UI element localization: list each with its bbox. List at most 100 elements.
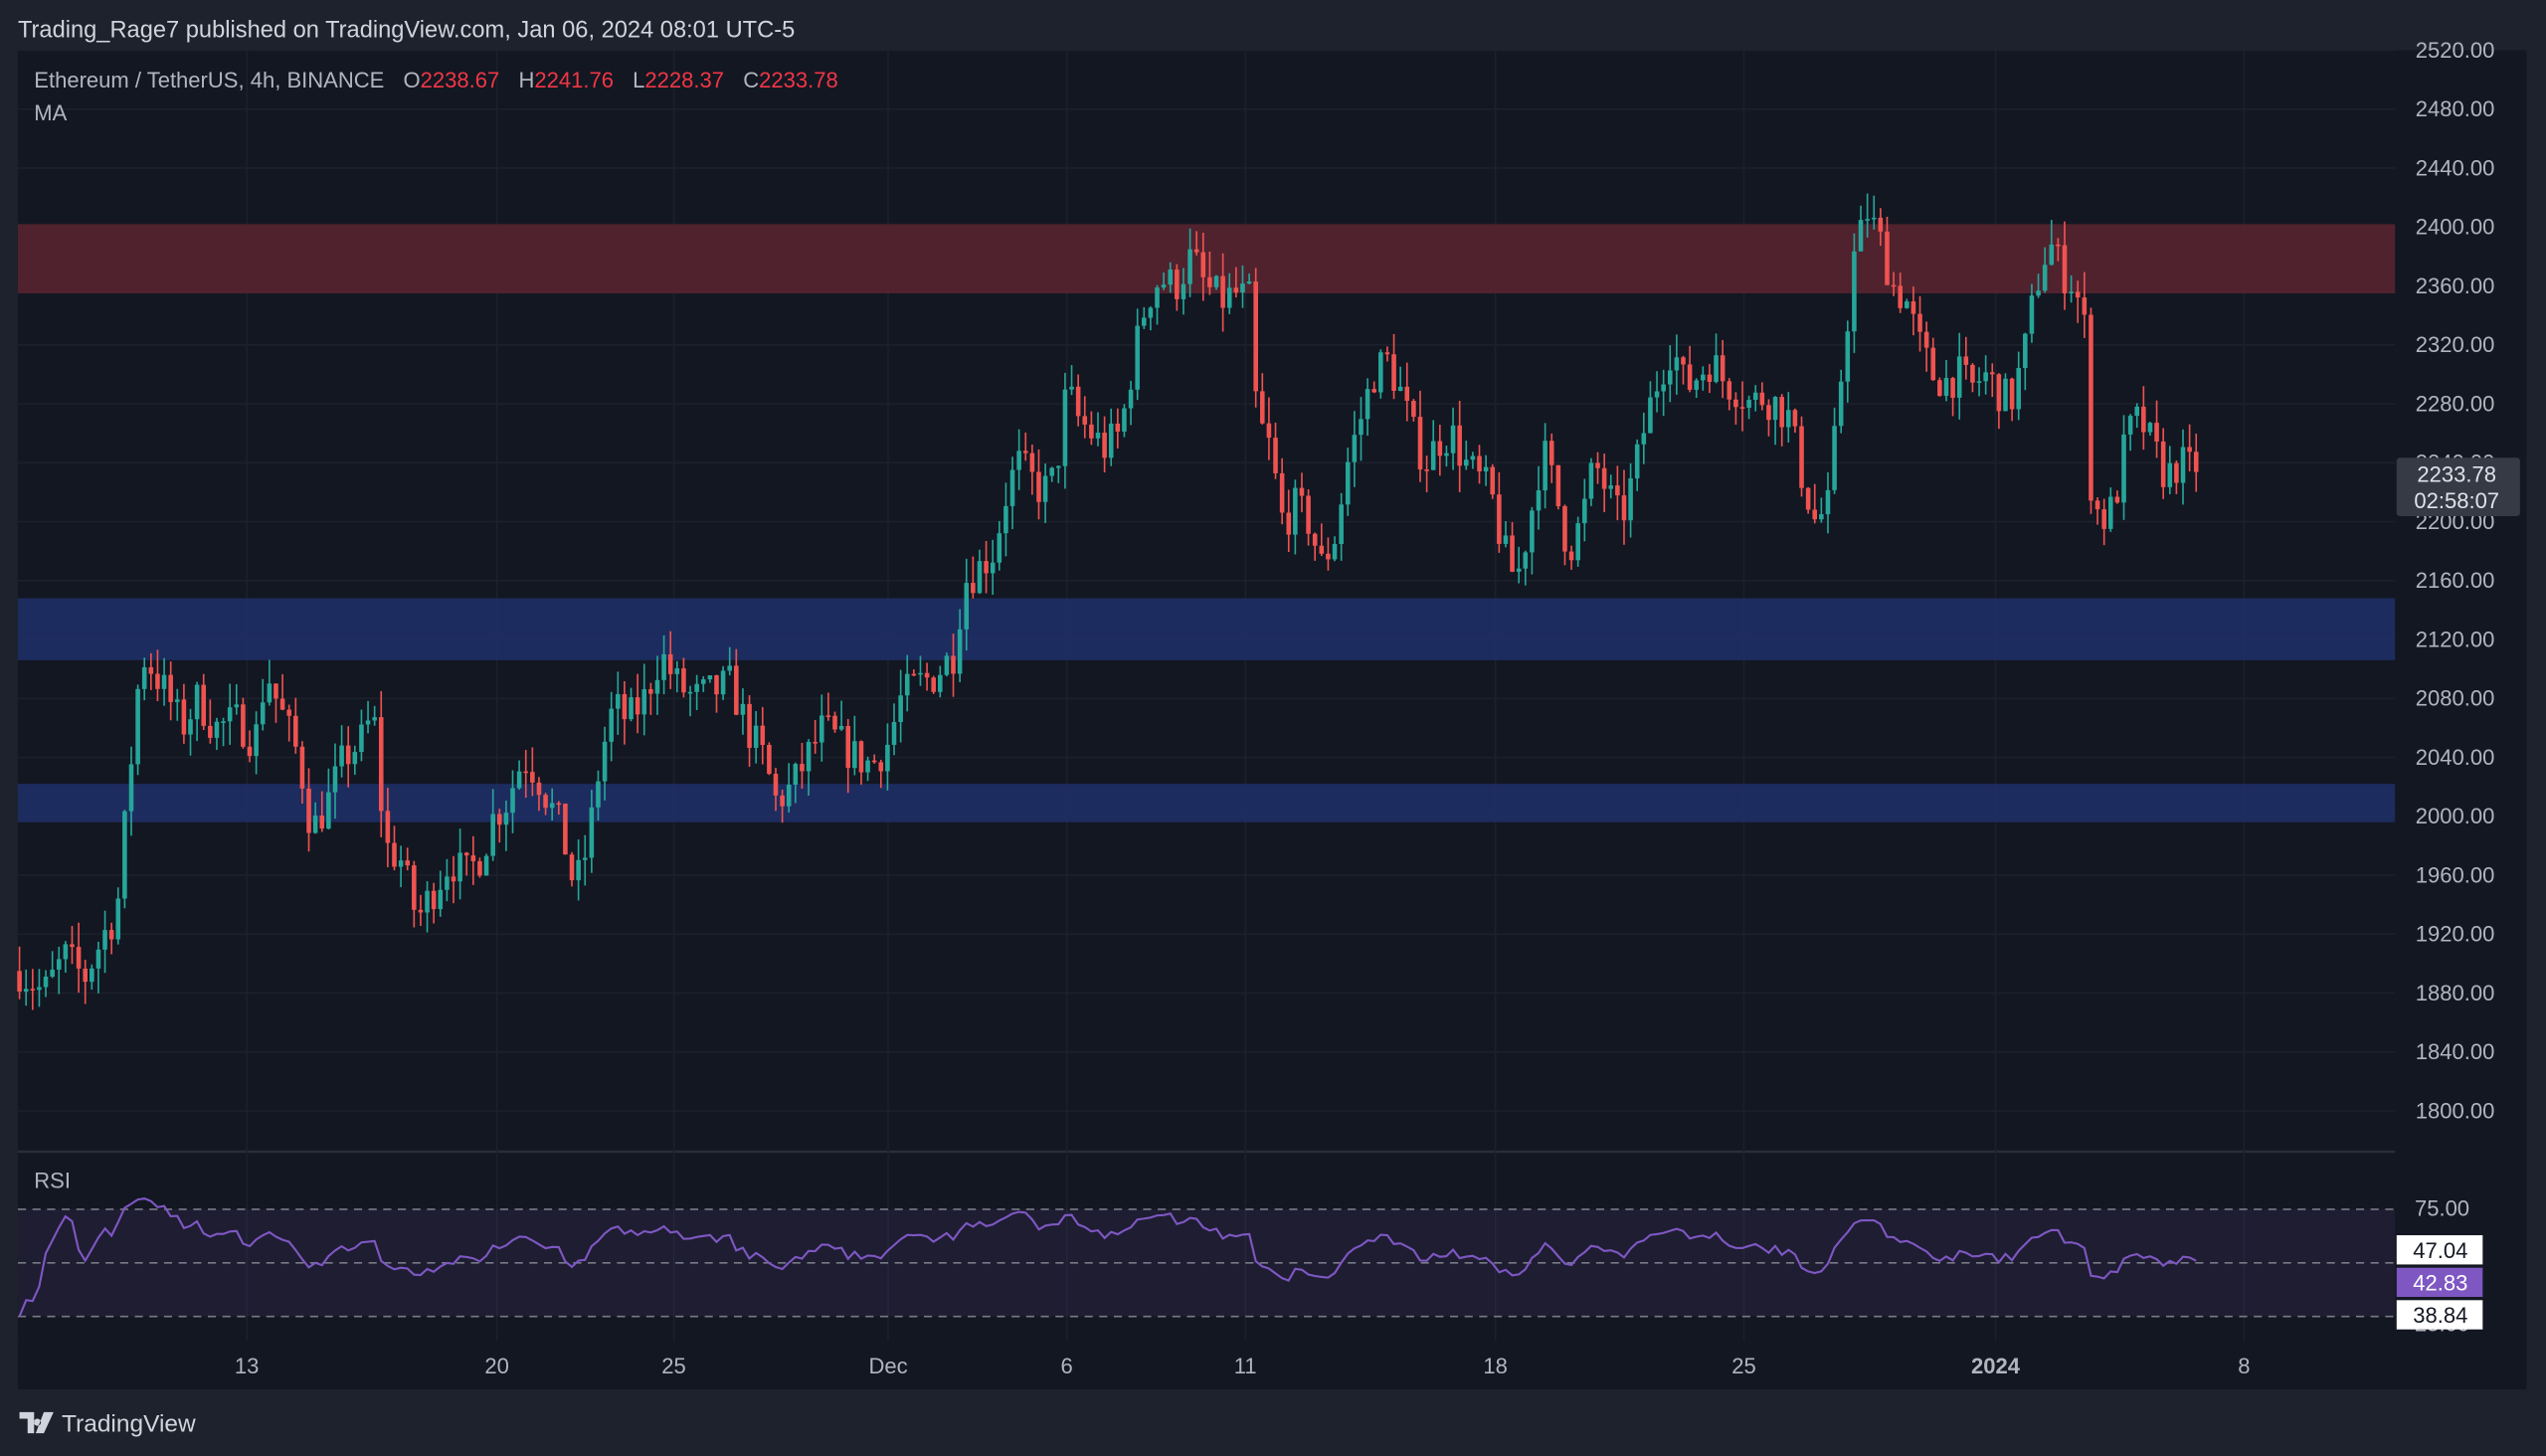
candle-body [1089, 424, 1094, 439]
candle-body [2075, 291, 2081, 298]
candle-body [326, 792, 331, 829]
candle-body [1042, 475, 1048, 502]
candle-body [1582, 498, 1587, 524]
candle-body [1168, 270, 1174, 285]
candle-body [115, 898, 121, 940]
candle-body [1786, 410, 1791, 428]
candle-body [234, 704, 240, 708]
candle-body [1654, 391, 1660, 398]
candle-body [674, 667, 680, 674]
price-tick-label: 1960.00 [2416, 862, 2495, 887]
rsi-pane[interactable] [17, 1152, 2396, 1342]
candle-body [1681, 357, 1686, 365]
price-axis[interactable] [2395, 50, 2527, 1342]
rsi-line [18, 1197, 2197, 1318]
candle-body [1069, 386, 1074, 390]
candle-body [76, 947, 82, 969]
candle-body [1095, 433, 1101, 439]
candle-body [1865, 219, 1870, 221]
candle-body [1352, 435, 1358, 462]
candle-body [108, 930, 114, 940]
candle-body [1739, 407, 1745, 409]
candle-body [602, 741, 608, 782]
candle-body [1759, 392, 1765, 406]
candle-body [1714, 355, 1719, 382]
price-tick-label: 2160.00 [2416, 568, 2495, 593]
candle-body [2042, 265, 2048, 291]
candle-body [141, 666, 147, 689]
candle-body [957, 629, 963, 674]
candle-body [1608, 485, 1614, 489]
candle-body [616, 693, 621, 709]
candle-body [885, 744, 890, 772]
candle-body [1845, 331, 1851, 382]
rsi-indicator: 75.0025.00 [17, 1195, 2469, 1336]
candle-body [1345, 461, 1351, 505]
support-zone [17, 784, 2396, 822]
candle-body [654, 679, 660, 694]
price-tick-label: 1840.00 [2416, 1039, 2495, 1064]
candle-body [1923, 331, 1929, 348]
time-tick-label: 2024 [1971, 1354, 2021, 1378]
candle-body [1720, 355, 1726, 382]
candle-body [1575, 523, 1580, 561]
candle-body [128, 764, 134, 812]
candle-body [924, 672, 930, 678]
candle-body [372, 717, 377, 721]
candle-body [1082, 416, 1088, 425]
candle-body [1226, 287, 1232, 308]
candle-body [477, 860, 482, 876]
candle-body [734, 665, 739, 715]
candle-body [1424, 469, 1429, 471]
candle-body [378, 717, 384, 812]
candle-body [241, 704, 246, 747]
candle-body [1062, 389, 1068, 466]
candle-body [431, 890, 437, 910]
candle-body [878, 762, 884, 772]
candle-body [1621, 495, 1627, 521]
candle-body [556, 803, 562, 806]
candle-body [463, 852, 469, 856]
candle-body [667, 653, 673, 674]
candle-body [714, 675, 719, 695]
candle-body [931, 677, 936, 692]
time-tick-label: 25 [1731, 1354, 1756, 1378]
candle-body [510, 788, 515, 814]
candle-body [767, 744, 772, 775]
candle-body [2036, 290, 2041, 296]
candle-body [503, 813, 509, 825]
candle-body [83, 968, 88, 983]
candle-body [609, 708, 614, 742]
candle-body [1963, 356, 1969, 365]
candle-body [2016, 367, 2022, 410]
candle-body [398, 860, 404, 867]
candle-body [2141, 406, 2146, 433]
time-axis[interactable] [17, 1341, 2527, 1390]
candle-body [694, 683, 699, 692]
candle-body [1102, 433, 1107, 458]
ma-indicator-label[interactable]: MA [34, 100, 67, 125]
symbol-legend: Ethereum / TetherUS, 4h, BINANCE O2238.6… [34, 68, 837, 92]
candle-body [832, 715, 837, 730]
rsi-label[interactable]: RSI [34, 1169, 71, 1193]
candle-body [155, 673, 160, 689]
candle-body [339, 745, 344, 767]
price-tick-label: 2400.00 [2416, 215, 2495, 240]
price-tick-label: 1800.00 [2416, 1098, 2495, 1123]
candle-body [2023, 333, 2028, 368]
candle-body [641, 688, 647, 715]
candle-body [148, 666, 154, 674]
candle-body [1648, 397, 1653, 434]
candle-body [50, 969, 55, 977]
candle-body [267, 683, 273, 703]
candle-body [1378, 352, 1383, 393]
candle-body [1530, 510, 1535, 553]
price-tick-label: 2280.00 [2416, 391, 2495, 416]
candle-body [90, 968, 94, 983]
tradingview-logo[interactable]: TradingView [19, 1411, 196, 1438]
candle-body [188, 719, 193, 735]
time-axis-labels: 13 20 25 Dec 6 11 18 25 2024 8 [235, 1354, 2251, 1378]
candle-body [2180, 447, 2186, 483]
candle-body [1220, 275, 1225, 308]
